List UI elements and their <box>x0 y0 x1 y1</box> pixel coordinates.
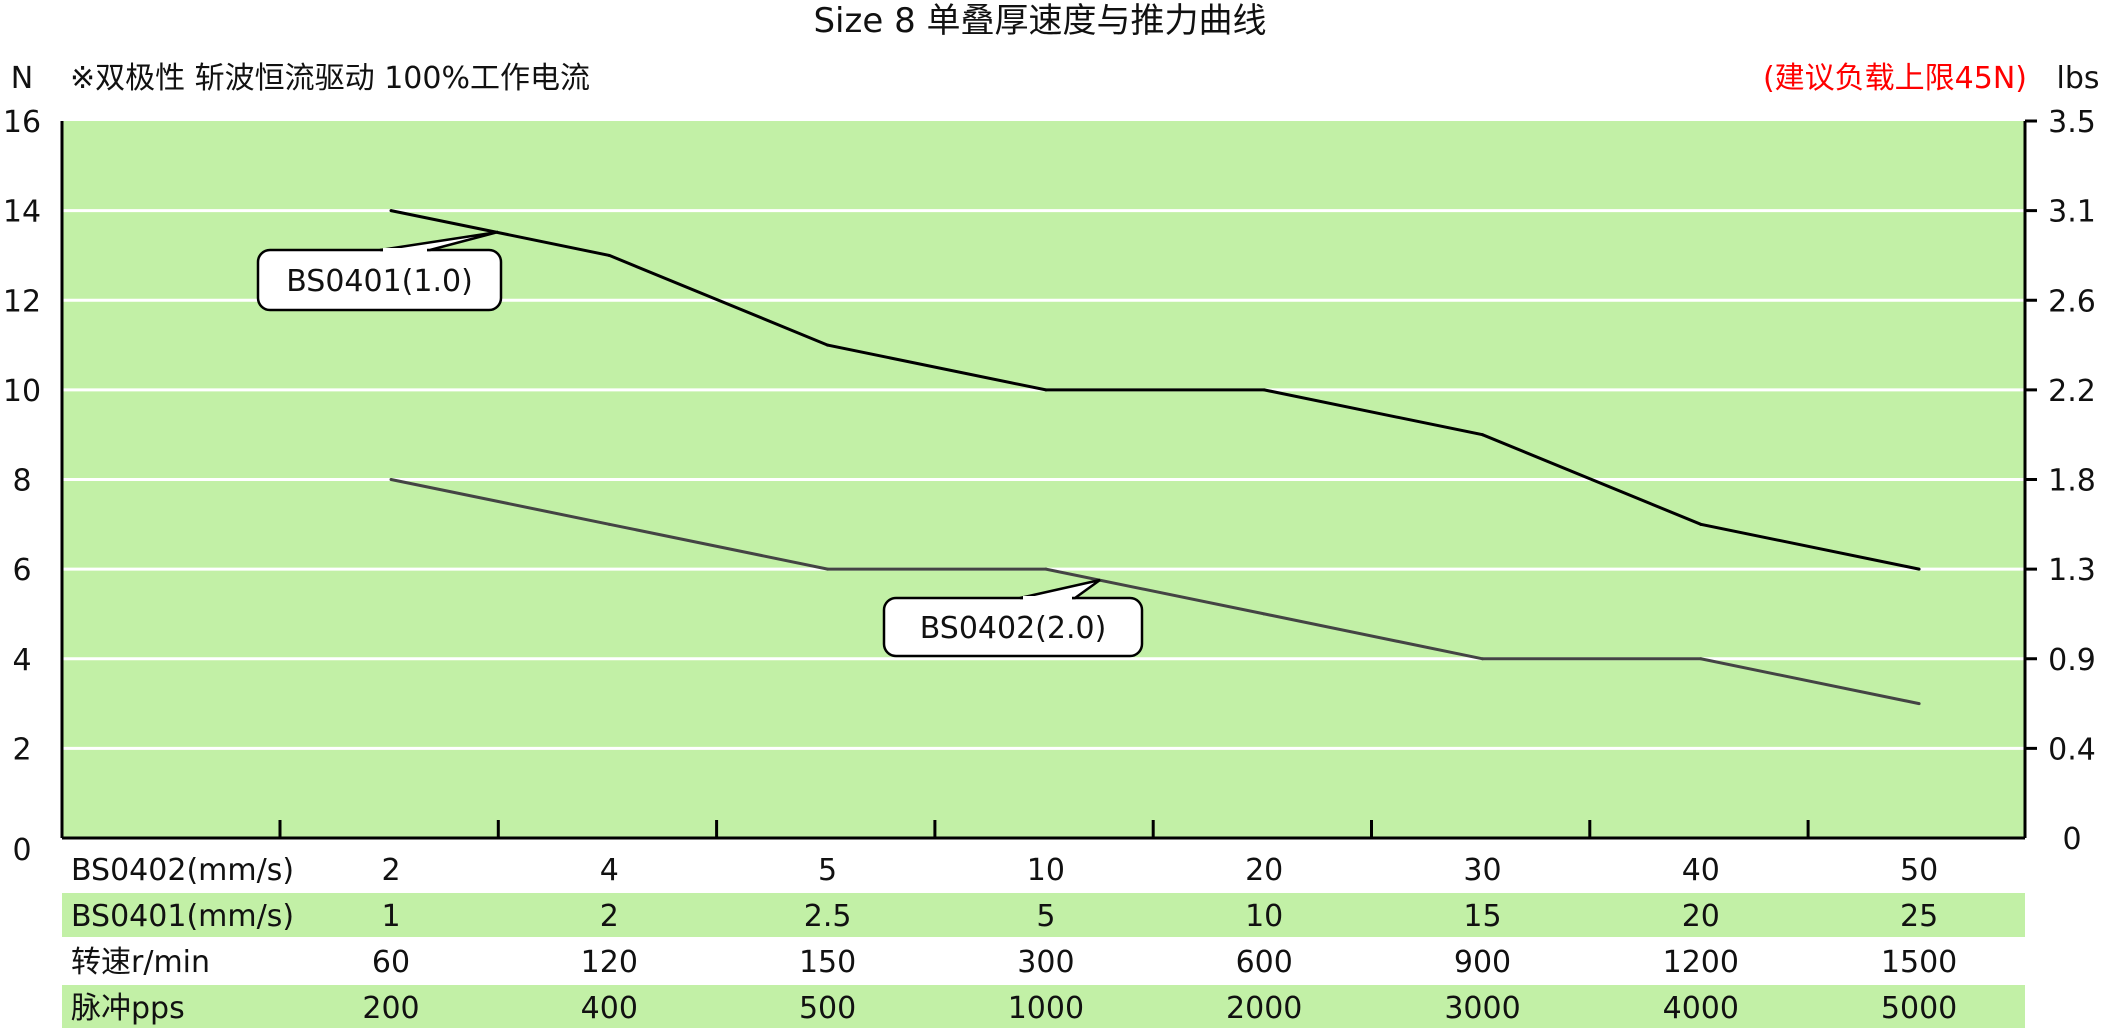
table-row-label: 转速r/min <box>71 945 210 980</box>
left-axis-tick-labels: 0 2 4 6 8 10 12 14 16 <box>3 105 41 868</box>
load-limit-note: (建议负载上限45N) <box>1763 61 2027 96</box>
table-cell: 5000 <box>1881 991 1957 1026</box>
left-tick-label: 14 <box>3 195 41 230</box>
right-tick-label: 1.8 <box>2048 464 2096 499</box>
left-tick-label: 0 <box>12 833 31 868</box>
table-cell: 15 <box>1463 899 1501 934</box>
table-cell: 150 <box>799 945 856 980</box>
table-cell: 30 <box>1463 853 1501 888</box>
right-tick-label: 1.3 <box>2048 553 2096 588</box>
series-label: BS0402(2.0) <box>920 611 1107 646</box>
series-point <box>1481 657 1484 661</box>
table-row-band <box>62 893 2025 937</box>
table-cell: 3000 <box>1444 991 1520 1026</box>
table-cell: 5 <box>1036 899 1055 934</box>
left-tick-label: 16 <box>3 105 41 140</box>
series-point <box>607 253 611 257</box>
series-point <box>389 209 393 213</box>
left-tick-label: 4 <box>12 643 31 678</box>
series-point <box>826 567 830 571</box>
right-tick-label: 0.4 <box>2048 732 2096 767</box>
table-cell: 2.5 <box>804 899 852 934</box>
series-label: BS0401(1.0) <box>286 264 473 299</box>
table-row-label: 脉冲pps <box>71 991 185 1026</box>
right-tick-label: 0.9 <box>2048 643 2096 678</box>
series-line <box>390 209 1920 571</box>
table-cell: 1500 <box>1881 945 1957 980</box>
right-tick-label: 3.5 <box>2048 105 2096 140</box>
left-tick-label: 6 <box>12 553 31 588</box>
right-axis-unit: lbs <box>2056 61 2099 96</box>
series-line <box>390 478 1920 706</box>
right-tick-label: 2.2 <box>2048 374 2096 409</box>
left-tick-label: 10 <box>3 374 41 409</box>
table-cell: 1000 <box>1008 991 1084 1026</box>
table-cell: 1200 <box>1663 945 1739 980</box>
series-point <box>389 478 393 481</box>
table-cell: 4 <box>600 853 619 888</box>
right-tick-label: 0 <box>2062 822 2081 857</box>
table-cell: 5 <box>818 853 837 888</box>
callout-box <box>256 248 503 312</box>
left-tick-label: 12 <box>3 284 41 319</box>
left-axis-unit: N <box>11 61 33 96</box>
right-axis-tick-labels: 0 0.4 0.9 1.3 1.8 2.2 2.6 3.1 3.5 <box>2025 105 2096 857</box>
table-cell: 400 <box>581 991 638 1026</box>
table-cell: 20 <box>1245 853 1283 888</box>
table-row-bands <box>62 893 2025 1028</box>
series-point <box>1917 702 1921 706</box>
table-row-label: BS0401(mm/s) <box>71 899 294 934</box>
series-point <box>1262 388 1266 392</box>
right-tick-label: 2.6 <box>2048 284 2096 319</box>
series-point <box>1262 612 1266 616</box>
table-row-label: BS0402(mm/s) <box>71 853 294 888</box>
table-cell: 120 <box>581 945 638 980</box>
left-tick-label: 2 <box>12 732 31 767</box>
table-cell: 10 <box>1245 899 1283 934</box>
table-cell: 20 <box>1682 899 1720 934</box>
table-cell: 2 <box>381 853 400 888</box>
callout-box <box>882 596 1144 658</box>
table-cell: 40 <box>1682 853 1720 888</box>
chart-subtitle: ※双极性 斩波恒流驱动 100%工作电流 <box>70 61 590 96</box>
table-cell: 10 <box>1027 853 1065 888</box>
table-cell: 25 <box>1900 899 1938 934</box>
table-cell: 600 <box>1236 945 1293 980</box>
table-cell: 200 <box>362 991 419 1026</box>
table-cell: 2000 <box>1226 991 1302 1026</box>
chart-title: Size 8 单叠厚速度与推力曲线 <box>813 1 1266 41</box>
series-point <box>1044 388 1048 392</box>
table-cell: 1 <box>381 899 400 934</box>
table-cell: 500 <box>799 991 856 1026</box>
series-point <box>826 343 830 347</box>
table-cell: 4000 <box>1663 991 1739 1026</box>
series-lines <box>389 209 1921 706</box>
series-point <box>1699 657 1703 661</box>
table-cell: 60 <box>372 945 410 980</box>
series-point <box>1699 522 1703 526</box>
left-tick-label: 8 <box>12 464 31 499</box>
series-point <box>1044 567 1048 571</box>
table-cell: 2 <box>600 899 619 934</box>
series-point <box>1917 567 1921 571</box>
series-point <box>1481 433 1484 437</box>
data-table: BS0402(mm/s) 2 4 5 10 20 30 40 50 BS0401(mm/s) 1 2 2… <box>71 853 1957 1026</box>
right-tick-label: 3.1 <box>2048 195 2096 230</box>
table-cell: 50 <box>1900 853 1938 888</box>
table-cell: 300 <box>1017 945 1074 980</box>
series-callouts: BS0401(1.0) BS0402(2.0) <box>256 230 1144 658</box>
series-point <box>607 522 611 526</box>
table-cell: 900 <box>1454 945 1511 980</box>
table-row-band <box>62 985 2025 1028</box>
